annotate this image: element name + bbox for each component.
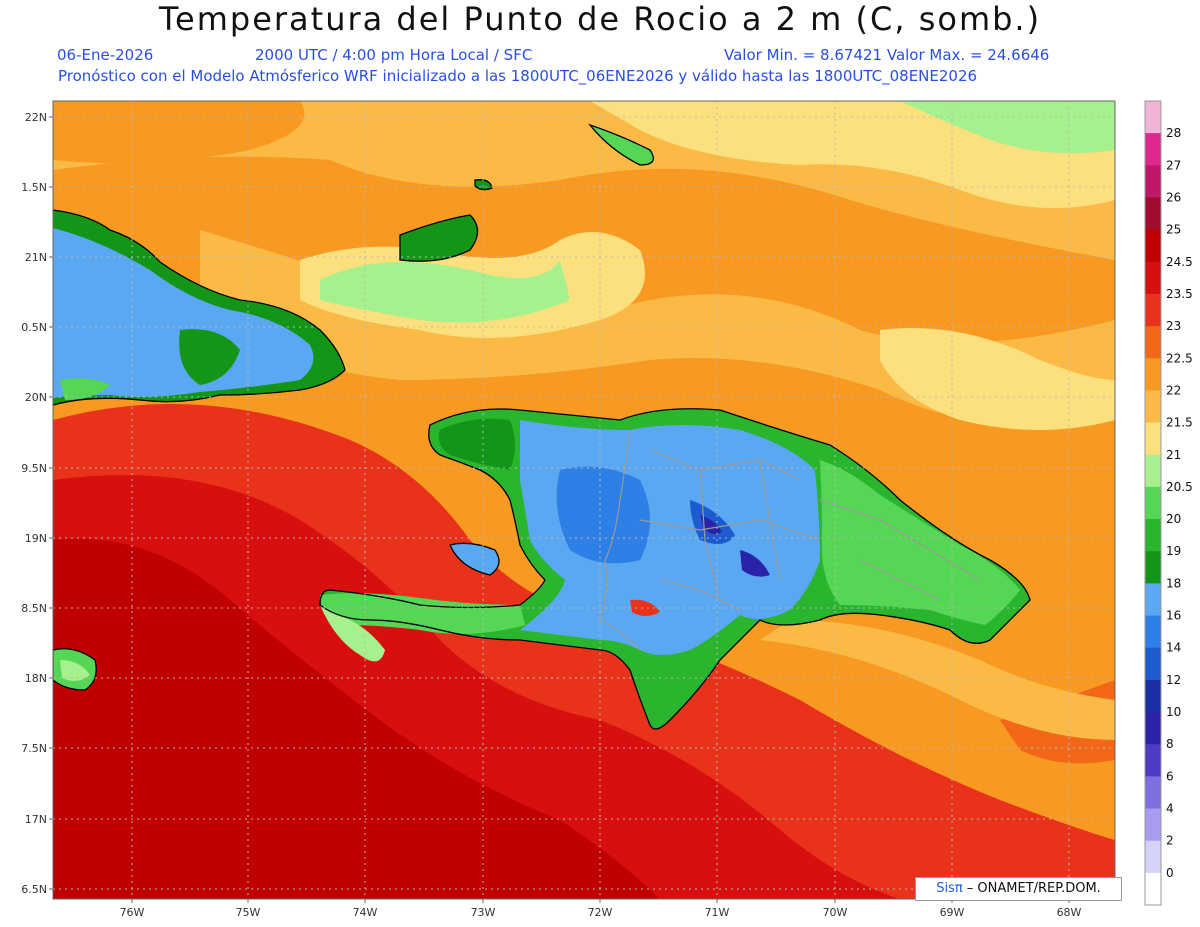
- lat-label: 7.5N: [21, 742, 47, 755]
- colorbar-swatch: [1145, 229, 1161, 263]
- colorbar-swatch: [1145, 840, 1161, 874]
- lon-label: 68W: [1057, 906, 1082, 919]
- colorbar-label: 18: [1166, 576, 1181, 590]
- colorbar-swatch: [1145, 422, 1161, 456]
- colorbar-swatch: [1145, 872, 1161, 906]
- latitude-axis: 22N 1.5N 21N 0.5N 20N 9.5N 19N 8.5N 18N 7.5N 17N 6.…: [21, 111, 53, 896]
- colorbar-swatch: [1145, 101, 1161, 134]
- colorbar-label: 23: [1166, 319, 1181, 333]
- colorbar-swatch: [1145, 454, 1161, 488]
- colorbar-label: 14: [1166, 641, 1181, 655]
- colorbar-label: 8: [1166, 737, 1174, 751]
- colorbar-swatch: [1145, 326, 1161, 359]
- colorbar-label: 22: [1166, 383, 1181, 397]
- colorbar-label: 26: [1166, 190, 1181, 204]
- colorbar-swatch: [1145, 583, 1161, 617]
- dewpoint-field: [53, 101, 1115, 899]
- lat-label: 20N: [25, 391, 47, 404]
- lon-label: 72W: [588, 906, 613, 919]
- colorbar-label: 20: [1166, 512, 1181, 526]
- colorbar-swatch: [1145, 133, 1161, 166]
- colorbar-label: 27: [1166, 158, 1181, 172]
- colorbar-frame: [1144, 100, 1162, 906]
- lon-label: 75W: [236, 906, 261, 919]
- colorbar-swatch: [1145, 293, 1161, 327]
- colorbar-swatch: [1145, 615, 1161, 649]
- credit-box: Sisπ – ONAMET/REP.DOM.: [915, 877, 1122, 901]
- credit-text: – ONAMET/REP.DOM.: [962, 881, 1101, 896]
- colorbar-swatch: [1145, 744, 1161, 777]
- colorbar-label: 0: [1166, 866, 1174, 880]
- colorbar-swatch: [1145, 776, 1161, 810]
- lat-label: 21N: [25, 251, 47, 264]
- credit-brand: Sisπ: [936, 881, 963, 896]
- colorbar-label: 21.5: [1166, 416, 1193, 430]
- lat-label: 19N: [25, 532, 47, 545]
- lat-label: 17N: [25, 813, 47, 826]
- lon-label: 69W: [940, 906, 965, 919]
- colorbar-label: 24.5: [1166, 255, 1193, 269]
- lat-label: 0.5N: [21, 321, 47, 334]
- map-title: Temperatura del Punto de Rocio a 2 m (C,…: [158, 0, 1042, 38]
- colorbar-label: 20.5: [1166, 480, 1193, 494]
- lat-label: 18N: [25, 672, 47, 685]
- lat-label: 22N: [25, 111, 47, 124]
- longitude-axis: 76W 75W 74W 73W 72W 71W 70W 69W 68W: [120, 899, 1082, 919]
- colorbar-label: 2: [1166, 834, 1174, 848]
- colorbar-swatch: [1145, 519, 1161, 552]
- lon-label: 76W: [120, 906, 145, 919]
- colorbar-label: 6: [1166, 769, 1174, 783]
- colorbar-label: 16: [1166, 609, 1181, 623]
- lat-label: 9.5N: [21, 462, 47, 475]
- colorbar-swatch: [1145, 261, 1161, 295]
- colorbar-swatch: [1145, 712, 1161, 745]
- colorbar-swatch: [1145, 165, 1161, 198]
- colorbar-label: 4: [1166, 802, 1174, 816]
- model-info: Pronóstico con el Modelo Atmósferico WRF…: [58, 67, 978, 85]
- lat-label: 6.5N: [21, 883, 47, 896]
- lat-label: 8.5N: [21, 602, 47, 615]
- colorbar-swatch: [1145, 551, 1161, 584]
- colorbar-legend: 2827262524.523.52322.52221.52120.5201918…: [1144, 100, 1193, 906]
- colorbar-swatch: [1145, 486, 1161, 520]
- colorbar-label: 10: [1166, 705, 1181, 719]
- colorbar-label: 12: [1166, 673, 1181, 687]
- colorbar-swatch: [1145, 808, 1161, 842]
- lon-label: 71W: [705, 906, 730, 919]
- lat-label: 1.5N: [21, 181, 47, 194]
- min-max-values: Valor Min. = 8.67421 Valor Max. = 24.664…: [724, 46, 1050, 64]
- forecast-date: 06-Ene-2026: [57, 46, 154, 64]
- lon-label: 74W: [353, 906, 378, 919]
- plot-frame: [52, 100, 1116, 900]
- colorbar-swatch: [1145, 679, 1161, 713]
- colorbar-label: 25: [1166, 223, 1181, 237]
- colorbar-swatch: [1145, 358, 1161, 391]
- colorbar-label: 23.5: [1166, 287, 1193, 301]
- lon-label: 70W: [823, 906, 848, 919]
- lon-label: 73W: [471, 906, 496, 919]
- forecast-time: 2000 UTC / 4:00 pm Hora Local / SFC: [255, 46, 533, 64]
- colorbar-label: 22.5: [1166, 351, 1193, 365]
- colorbar-swatch: [1145, 197, 1161, 231]
- colorbar-swatch: [1145, 647, 1161, 681]
- colorbar-label: 28: [1166, 126, 1181, 140]
- colorbar-label: 21: [1166, 448, 1181, 462]
- colorbar-label: 19: [1166, 544, 1181, 558]
- colorbar-swatch: [1145, 390, 1161, 424]
